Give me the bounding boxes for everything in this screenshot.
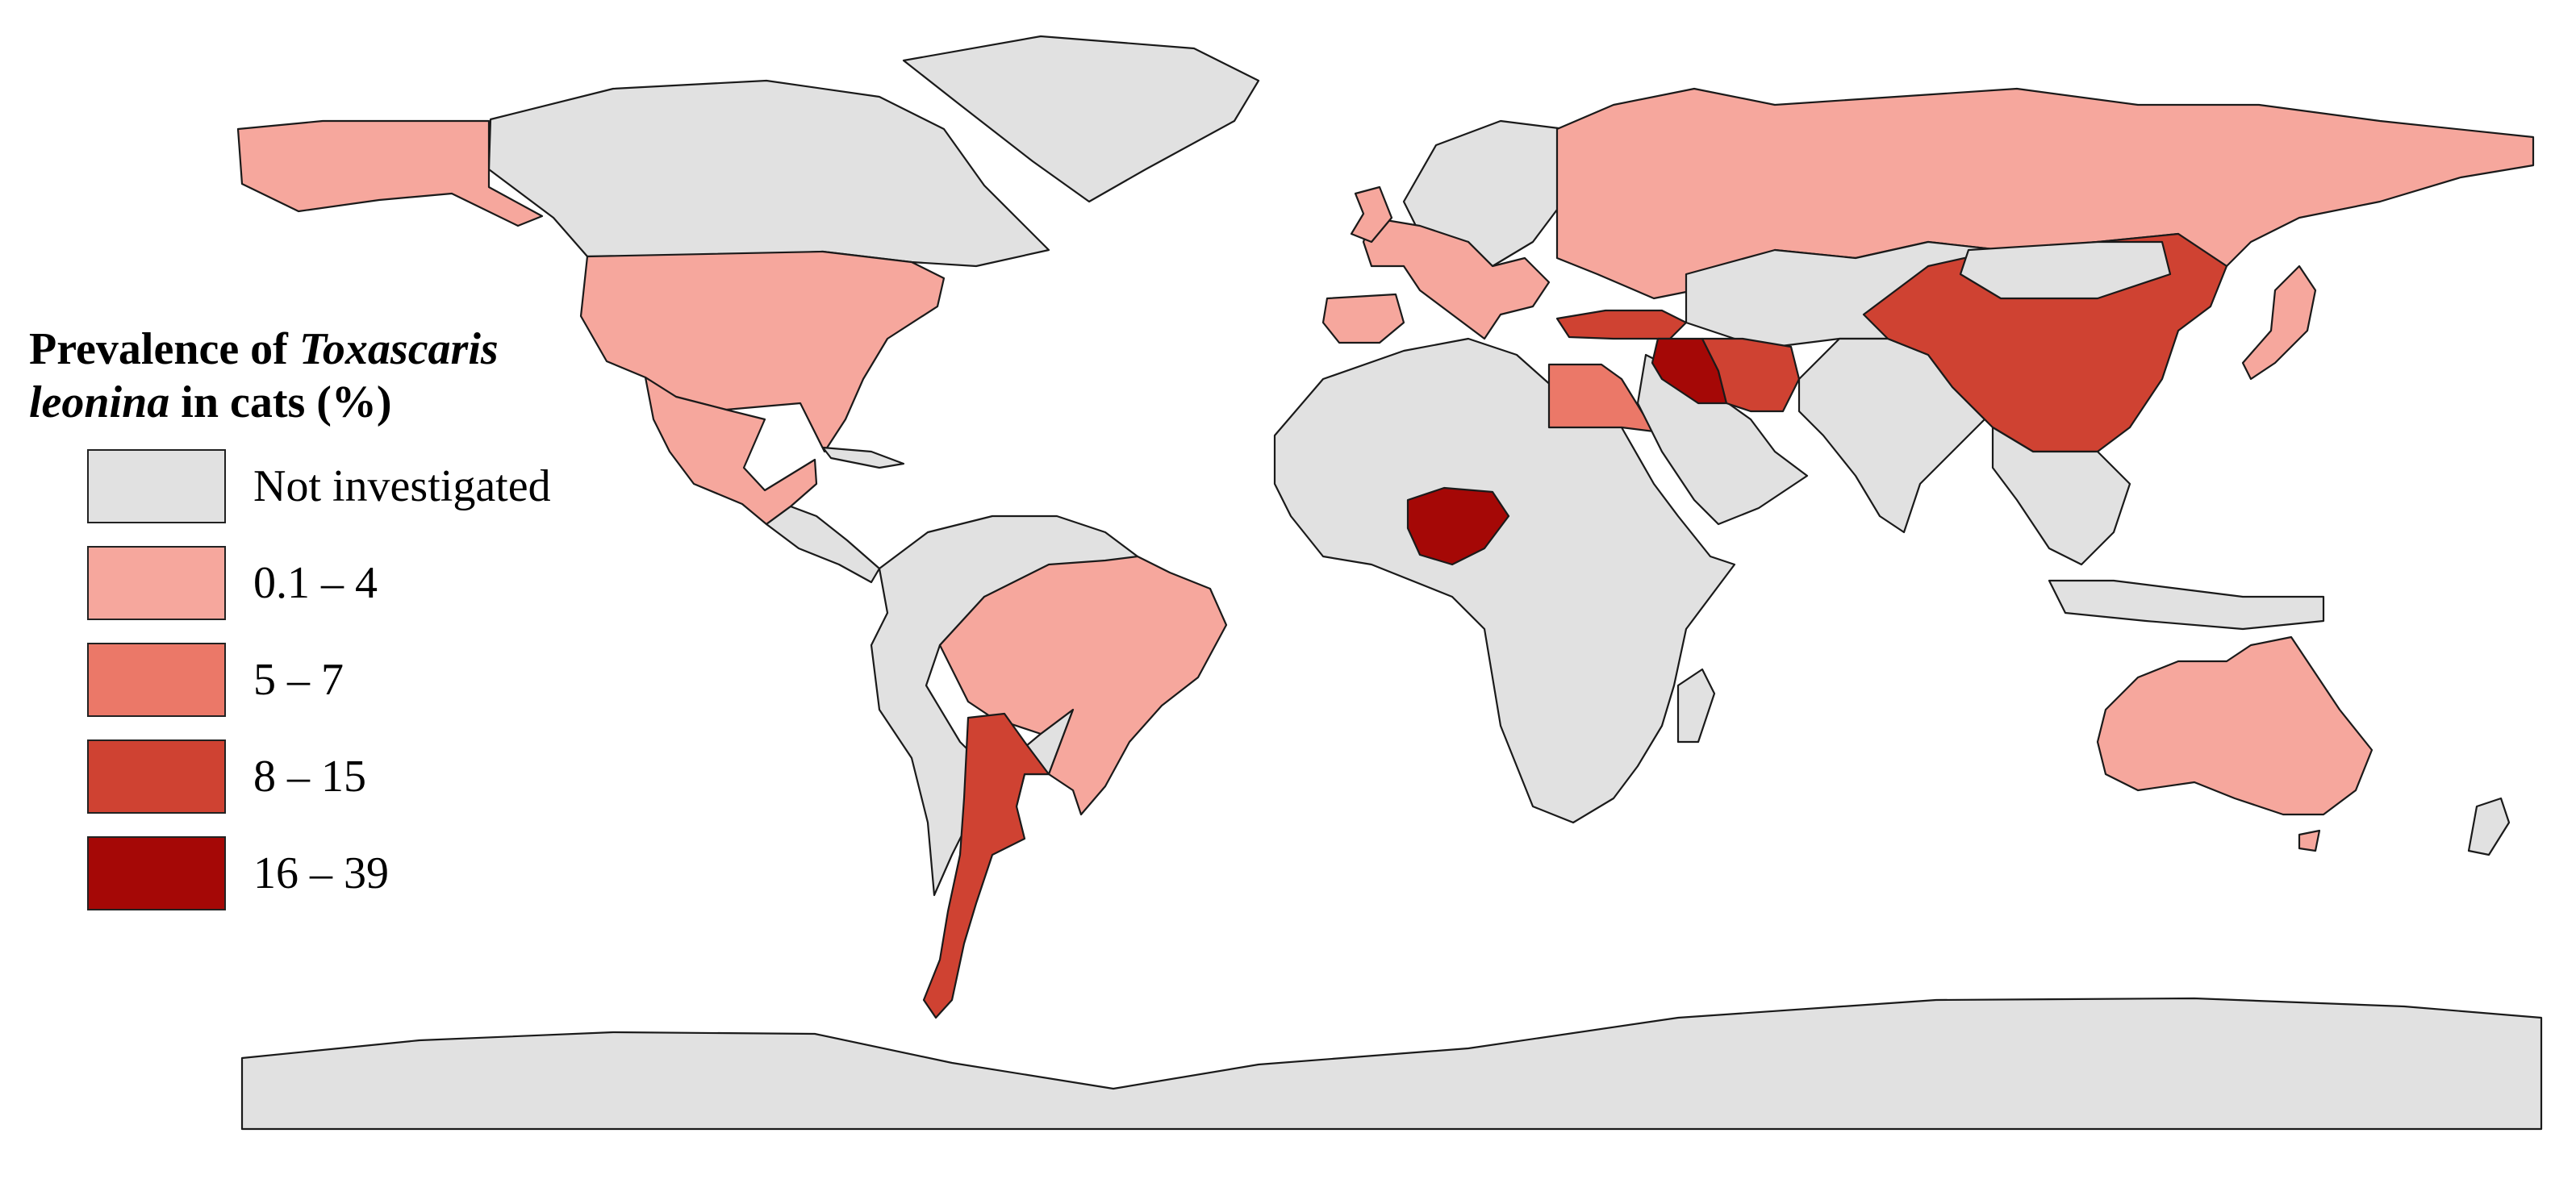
region-southeast-asia-other — [1991, 426, 2131, 566]
legend-item-0-1-to-4: 0.1 – 4 — [29, 544, 642, 623]
region-new-zealand — [2467, 797, 2511, 856]
region-antarctica — [240, 997, 2543, 1131]
region-europe-other — [1402, 119, 1567, 268]
legend-item-not-investigated: Not investigated — [29, 447, 642, 526]
legend-title-species: Toxascaris leonina — [29, 324, 499, 427]
legend-label: 0.1 – 4 — [253, 558, 378, 608]
legend-item-8-to-15: 8 – 15 — [29, 737, 642, 816]
region-indonesia — [2048, 579, 2325, 631]
region-africa-other — [1273, 337, 1736, 824]
region-madagascar — [1676, 668, 1716, 744]
legend-swatch — [87, 739, 226, 814]
region-turkey — [1555, 309, 1688, 340]
region-mongolia — [1959, 240, 2172, 300]
legend-item-16-to-39: 16 – 39 — [29, 834, 642, 913]
legend-label: 5 – 7 — [253, 655, 344, 705]
region-united-kingdom — [1350, 185, 1393, 244]
region-japan — [2241, 265, 2317, 381]
region-central-america — [765, 505, 881, 584]
region-mexico — [644, 376, 818, 526]
legend-label: 16 – 39 — [253, 848, 389, 898]
legend-label: 8 – 15 — [253, 752, 366, 802]
region-alaska — [236, 119, 544, 227]
legend-swatch — [87, 449, 226, 523]
region-spain — [1321, 293, 1405, 344]
region-greenland — [902, 35, 1260, 203]
region-canada — [487, 79, 1050, 268]
legend-title-part2: in cats (%) — [169, 377, 392, 427]
legend-swatch — [87, 836, 226, 910]
region-australia — [2096, 635, 2374, 816]
region-argentina — [922, 712, 1050, 1019]
region-iran — [1701, 337, 1801, 413]
legend-title: Prevalence of Toxascaris leonina in cats… — [29, 323, 642, 429]
region-caribbean — [821, 446, 905, 469]
legend-item-5-to-7: 5 – 7 — [29, 640, 642, 719]
region-tasmania — [2298, 829, 2321, 852]
region-nigeria — [1406, 486, 1510, 566]
legend-label: Not investigated — [253, 461, 551, 511]
legend: Prevalence of Toxascaris leonina in cats… — [29, 323, 642, 913]
legend-swatch — [87, 546, 226, 620]
legend-swatch — [87, 643, 226, 717]
region-united-states — [579, 250, 946, 453]
legend-title-part1: Prevalence of — [29, 324, 299, 374]
region-europe-investigated — [1362, 216, 1551, 340]
